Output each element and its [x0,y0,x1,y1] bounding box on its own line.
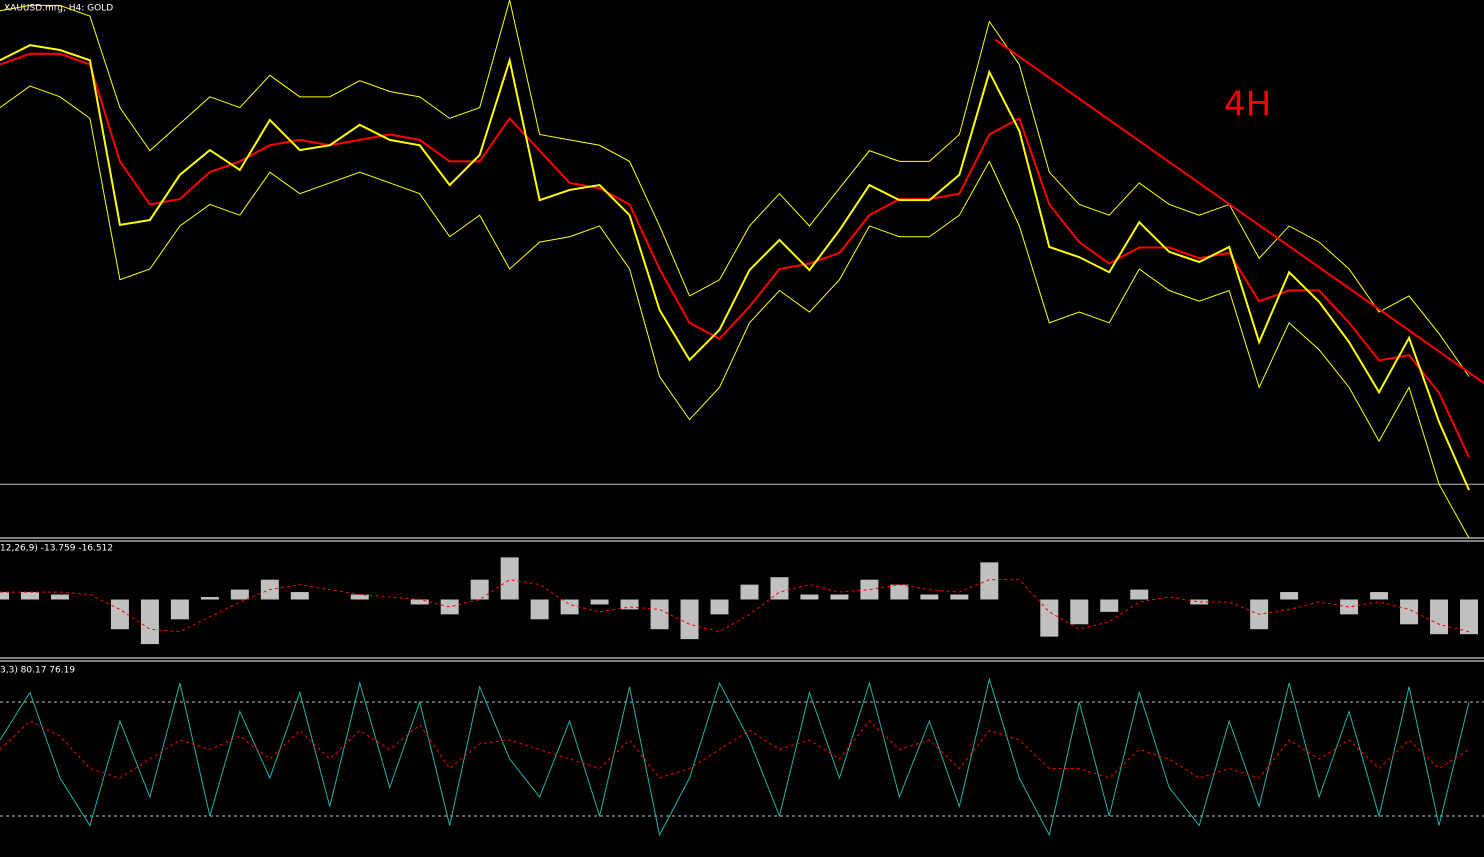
histogram-bar [230,589,249,600]
histogram-bar [590,599,609,605]
histogram-bar [620,599,639,610]
histogram-bar [1130,589,1149,600]
histogram-bar [470,579,489,600]
histogram-bar [1430,599,1449,635]
series-line [0,0,1470,377]
histogram-bar [410,599,429,605]
histogram-bar [350,594,369,600]
histogram-bar [980,562,999,600]
histogram-bar [0,592,9,600]
histogram-bar [110,599,129,630]
histogram-bar [740,584,759,600]
series-line [0,720,1470,779]
series-line [0,44,1470,491]
histogram-bar [1070,599,1089,625]
annotation: 4H [1224,85,1271,125]
macd-label: 12,26,9) -13.759 -16.512 [0,544,113,554]
histogram-bar [890,584,909,600]
histogram-bar [710,599,729,615]
histogram-bar [170,599,189,620]
signal-line [0,579,1470,633]
histogram-bar [1400,599,1419,625]
histogram-bar [1370,592,1389,600]
histogram-bar [1340,599,1359,615]
histogram-bar [500,557,519,600]
histogram-bar [680,599,699,640]
histogram-bar [770,577,789,600]
chart-title: XAUUSD.mrg, H4: GOLD [4,4,113,14]
histogram-bar [50,594,69,600]
histogram-bar [1100,599,1119,612]
histogram-bar [530,599,549,620]
histogram-bar [950,594,969,600]
histogram-bar [830,594,849,600]
histogram-bar [860,579,879,600]
histogram-bar [1460,599,1479,635]
histogram-bar [290,592,309,600]
trendline [994,38,1484,384]
histogram-bar [1190,599,1209,605]
histogram-bar [560,599,579,615]
histogram-bar [1280,592,1299,600]
stochastic-label: 3,3) 80.17 76.19 [0,666,75,676]
histogram-bar [800,594,819,600]
histogram-bar [650,599,669,630]
series-line [0,52,1470,458]
histogram-bar [140,599,159,645]
series-line [0,677,1470,837]
histogram-bar [200,597,219,600]
histogram-bar [1040,599,1059,637]
series-line [0,85,1470,539]
histogram-bar [920,594,939,600]
histogram-bar [440,599,459,615]
histogram-bar [20,592,39,600]
